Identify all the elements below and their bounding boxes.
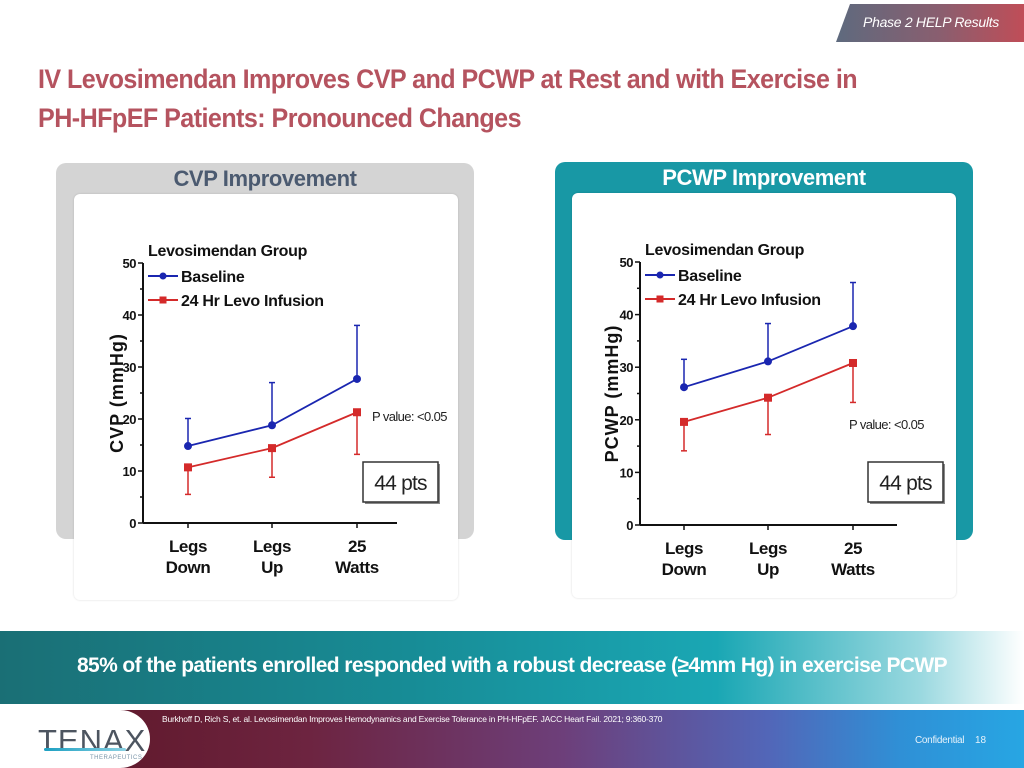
pcwp-y-tick-label: 10 [620, 465, 634, 480]
pcwp-n-box-label: 44 pts [879, 472, 932, 495]
cvp-point-baseline [353, 374, 361, 383]
pcwp-y-tick-label: 50 [620, 255, 634, 270]
pcwp-x-tick-label: Down [662, 560, 707, 579]
cvp-legend-marker-levo [159, 296, 167, 304]
cvp-chart-card [74, 194, 458, 600]
cvp-y-tick-label: 10 [123, 464, 137, 479]
pcwp-x-tick-label: 25 [844, 539, 862, 558]
cvp-x-tick-label: Watts [335, 558, 379, 577]
key-finding-text: 85% of the patients enrolled responded w… [76, 654, 948, 677]
pcwp-p-value: P value: <0.05 [849, 417, 924, 432]
cvp-x-tick-label: Up [261, 558, 283, 577]
slide-title-line2: PH-HFpEF Patients: Pronounced Changes [38, 103, 522, 133]
pcwp-legend-label: Baseline [678, 268, 742, 285]
cvp-n-box-label: 44 pts [374, 472, 427, 495]
cvp-point-levo [184, 463, 192, 472]
pcwp-x-tick-label: Legs [665, 539, 703, 558]
pcwp-panel-title: PCWP Improvement [662, 165, 866, 190]
slide-title: IV Levosimendan Improves CVP and PCWP at… [38, 60, 894, 138]
cvp-y-tick-label: 50 [123, 256, 137, 271]
cvp-x-tick-label: Down [166, 558, 211, 577]
company-logo: TENAX [38, 723, 147, 758]
pcwp-n-box [867, 461, 944, 503]
pcwp-point-baseline [849, 322, 857, 331]
pcwp-y-tick-label: 40 [620, 308, 634, 323]
slide-title-line1: IV Levosimendan Improves CVP and PCWP at… [38, 64, 858, 94]
pcwp-point-levo [680, 417, 688, 426]
section-tag: Phase 2 HELP Results [836, 4, 1024, 42]
cvp-x-tick-label: Legs [253, 537, 291, 556]
cvp-panel-title: CVP Improvement [173, 166, 357, 191]
pcwp-point-baseline [680, 383, 688, 392]
footer-bar [0, 710, 1024, 768]
pcwp-x-tick-label: Watts [831, 560, 875, 579]
confidential-label: Confidential [915, 735, 965, 746]
cvp-legend-title: Levosimendan Group [148, 243, 308, 260]
pcwp-point-baseline [764, 357, 772, 366]
cvp-p-value: P value: <0.05 [372, 409, 447, 424]
cvp-point-baseline [184, 442, 192, 451]
cvp-legend-label: 24 Hr Levo Infusion [181, 293, 324, 310]
cvp-n-box [362, 461, 439, 503]
cvp-y-tick-label: 0 [129, 516, 136, 531]
key-finding-banner: 85% of the patients enrolled responded w… [0, 631, 1024, 704]
cvp-y-tick-label: 30 [123, 360, 137, 375]
pcwp-point-levo [764, 393, 772, 402]
pcwp-y-tick-label: 20 [620, 413, 634, 428]
pcwp-y-axis-label: PCWP (mmHg) [602, 325, 622, 463]
cvp-y-tick-label: 40 [123, 308, 137, 323]
logo-area [0, 710, 150, 768]
cvp-legend-label: Baseline [181, 269, 245, 286]
cvp-point-levo [353, 408, 361, 417]
pcwp-point-levo [849, 358, 857, 367]
pcwp-x-tick-label: Legs [749, 539, 787, 558]
pcwp-y-tick-label: 30 [620, 360, 634, 375]
citation: Burkhoff D, Rich S, et. al. Levosimendan… [162, 714, 663, 724]
pcwp-legend-marker-levo [656, 295, 664, 303]
cvp-x-tick-label: Legs [169, 537, 207, 556]
logo-swoosh-icon [44, 748, 126, 751]
section-tag-label: Phase 2 HELP Results [863, 14, 999, 30]
cvp-y-tick-label: 20 [123, 412, 137, 427]
cvp-legend-marker-baseline [159, 272, 167, 280]
cvp-y-axis-label: CVP (mmHg) [107, 333, 127, 453]
company-logo-subtext: THERAPEUTICS [90, 755, 143, 761]
pcwp-y-tick-label: 0 [626, 518, 633, 533]
cvp-x-tick-label: 25 [348, 537, 366, 556]
pcwp-legend-label: 24 Hr Levo Infusion [678, 292, 821, 309]
page-number: 18 [975, 735, 987, 746]
pcwp-legend-title: Levosimendan Group [645, 242, 805, 259]
cvp-point-baseline [268, 421, 276, 430]
pcwp-x-tick-label: Up [757, 560, 779, 579]
pcwp-legend-marker-baseline [656, 271, 664, 279]
cvp-point-levo [268, 444, 276, 453]
